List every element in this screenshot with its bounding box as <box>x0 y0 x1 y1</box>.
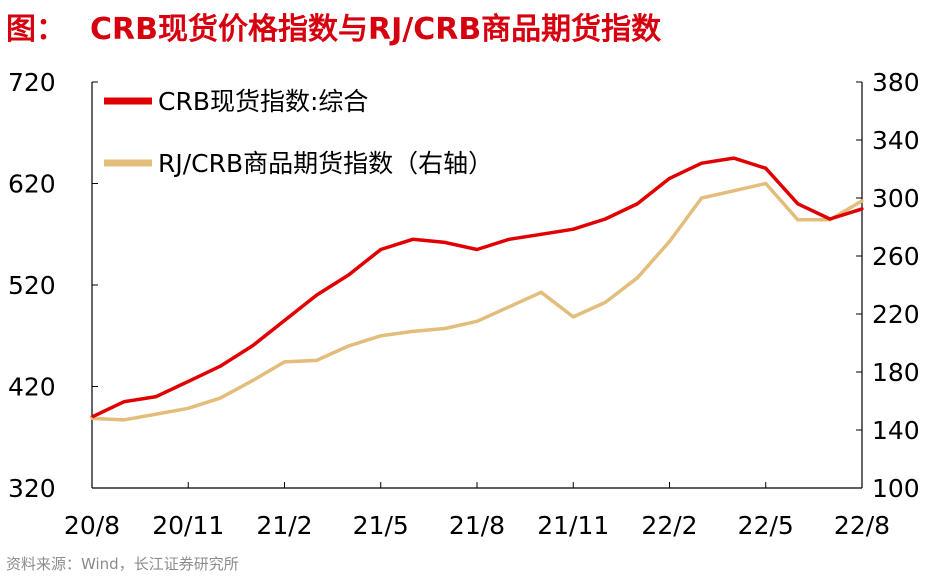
data-point <box>250 379 255 383</box>
series-line-1 <box>91 181 863 422</box>
data-point <box>507 305 511 309</box>
legend-label: RJ/CRB商品期货指数（右轴） <box>158 149 493 178</box>
data-point <box>282 360 287 364</box>
data-point <box>732 189 736 193</box>
legend-label: CRB现货指数:综合 <box>158 87 368 116</box>
left-tick-label: 420 <box>8 373 56 402</box>
series-layer <box>90 156 864 422</box>
axes: 320 420 520 620 720 100 140 180 220 260 300 340 380 2… <box>8 68 920 540</box>
series-line-0 <box>91 156 863 419</box>
right-tick-label: 340 <box>872 126 920 155</box>
data-point <box>667 239 672 244</box>
x-tick-label: 21/5 <box>353 511 409 540</box>
x-tick-label: 22/2 <box>641 511 697 540</box>
left-tick-label: 620 <box>8 170 56 199</box>
left-tick-label: 520 <box>8 271 56 300</box>
data-point <box>603 300 607 304</box>
right-tick-label: 380 <box>872 68 920 97</box>
data-point <box>347 344 351 348</box>
source-note: 资料来源：Wind，长江证券研究所 <box>6 555 239 573</box>
title-text: CRB现货价格指数与RJ/CRB商品期货指数 <box>90 12 662 47</box>
data-point <box>218 396 222 400</box>
data-point <box>314 358 319 362</box>
data-point <box>186 406 190 410</box>
data-point <box>122 418 126 422</box>
right-tick-label: 100 <box>872 474 920 503</box>
right-tick-label: 260 <box>872 242 920 271</box>
right-tick-label: 220 <box>872 300 920 329</box>
x-tick-label: 22/5 <box>738 511 794 540</box>
data-point <box>443 326 447 331</box>
x-tick-label: 22/8 <box>834 511 890 540</box>
data-point <box>154 412 158 416</box>
data-point <box>764 181 768 186</box>
right-tick-label: 300 <box>872 184 920 213</box>
data-point <box>796 218 800 222</box>
data-point <box>635 276 640 280</box>
data-point <box>571 315 575 319</box>
data-point <box>699 196 704 200</box>
data-point <box>860 199 864 203</box>
title-prefix: 图： <box>6 12 66 47</box>
right-tick-label: 180 <box>872 358 920 387</box>
x-tick-label: 21/2 <box>256 511 312 540</box>
x-tick-label: 20/8 <box>64 511 120 540</box>
right-tick-label: 140 <box>872 416 920 445</box>
data-point <box>379 334 383 338</box>
left-tick-label: 320 <box>8 474 56 503</box>
data-point <box>539 290 543 294</box>
data-point <box>411 329 415 333</box>
x-tick-label: 21/11 <box>537 511 609 540</box>
x-tick-label: 21/8 <box>449 511 505 540</box>
data-point <box>475 319 479 323</box>
legend: CRB现货指数:综合 RJ/CRB商品期货指数（右轴） <box>104 87 493 178</box>
left-tick-label: 720 <box>8 68 56 97</box>
x-tick-label: 20/11 <box>152 511 224 540</box>
chart-title: 图： CRB现货价格指数与RJ/CRB商品期货指数 <box>6 4 661 48</box>
